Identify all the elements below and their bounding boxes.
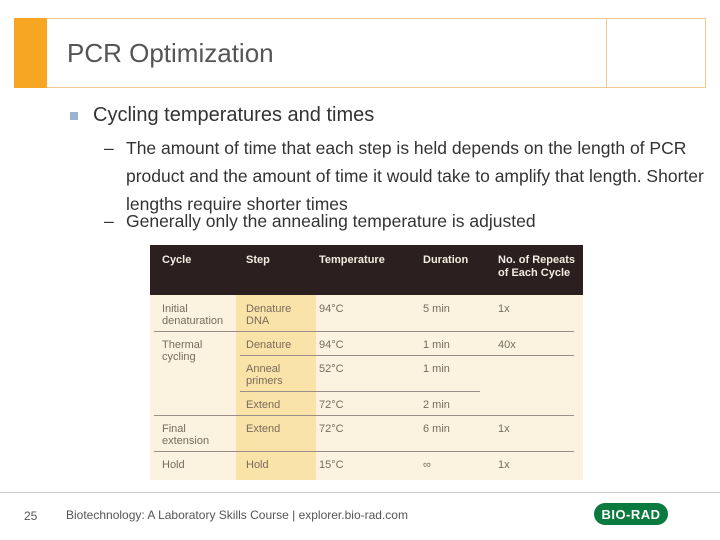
bullet-main: Cycling temperatures and times — [70, 104, 374, 127]
table-cell-duration: 1 min — [423, 339, 450, 351]
bio-rad-logo-icon: BIO-RAD — [594, 503, 668, 525]
header-duration: Duration — [423, 254, 469, 266]
footer-divider — [0, 492, 720, 493]
table-header-row: Cycle Step Temperature Duration No. of R… — [150, 245, 583, 295]
table-cell-duration: ∞ — [423, 459, 431, 471]
row-divider — [240, 391, 480, 392]
table-cell-duration: 1 min — [423, 363, 450, 375]
header-step: Step — [246, 254, 270, 266]
table-cell-temp: 15°C — [319, 459, 344, 471]
title-accent-bar — [14, 18, 47, 88]
table-cell-temp: 94°C — [319, 303, 344, 315]
step-column-highlight — [236, 295, 316, 480]
table-cell-cycle: Thermal cycling — [162, 339, 203, 363]
row-divider — [154, 451, 574, 452]
table-cell-temp: 94°C — [319, 339, 344, 351]
bullet-main-text: Cycling temperatures and times — [93, 104, 375, 126]
header-cycle: Cycle — [162, 254, 192, 266]
bullet-square-icon — [70, 111, 78, 120]
table-cell-duration: 5 min — [423, 303, 450, 315]
sub-bullet-2-text: Generally only the annealing temperature… — [126, 211, 536, 231]
table-cell-step: Denature DNA — [246, 303, 292, 327]
table-cell-temp: 72°C — [319, 423, 344, 435]
row-divider — [154, 331, 574, 332]
table-cell-step: Extend — [246, 399, 281, 411]
table-cell-cycle: Final extension — [162, 423, 210, 447]
sub-bullet-2: – Generally only the annealing temperatu… — [104, 207, 704, 235]
table-cell-repeats: 1x — [498, 423, 510, 435]
table-cell-step: Hold — [246, 459, 269, 471]
title-frame — [14, 18, 706, 88]
table-cell-repeats: 1x — [498, 303, 510, 315]
dash-marker: – — [104, 138, 114, 158]
footer-text: Biotechnology: A Laboratory Skills Cours… — [66, 508, 408, 522]
pcr-cycle-table: Cycle Step Temperature Duration No. of R… — [150, 245, 583, 480]
row-divider — [240, 355, 574, 356]
sub-bullet-1-text: The amount of time that each step is hel… — [126, 138, 704, 214]
table-cell-temp: 52°C — [319, 363, 344, 375]
header-repeats: No. of Repeats of Each Cycle — [498, 254, 576, 279]
header-temperature: Temperature — [319, 254, 385, 266]
table-cell-duration: 2 min — [423, 399, 450, 411]
table-cell-step: Denature — [246, 339, 292, 351]
logo-text: BIO-RAD — [601, 506, 661, 522]
row-divider — [154, 415, 574, 416]
table-cell-repeats: 1x — [498, 459, 510, 471]
dash-marker: – — [104, 211, 114, 231]
table-cell-cycle: Initial denaturation — [162, 303, 224, 327]
table-cell-repeats: 40x — [498, 339, 516, 351]
table-cell-step: Anneal primers — [246, 363, 283, 387]
table-cell-step: Extend — [246, 423, 281, 435]
slide-title: PCR Optimization — [67, 38, 274, 68]
table-cell-temp: 72°C — [319, 399, 344, 411]
page-number: 25 — [24, 509, 38, 523]
title-divider — [606, 18, 607, 88]
table-cell-cycle: Hold — [162, 459, 185, 471]
table-cell-duration: 6 min — [423, 423, 450, 435]
sub-bullet-1: – The amount of time that each step is h… — [104, 134, 704, 218]
